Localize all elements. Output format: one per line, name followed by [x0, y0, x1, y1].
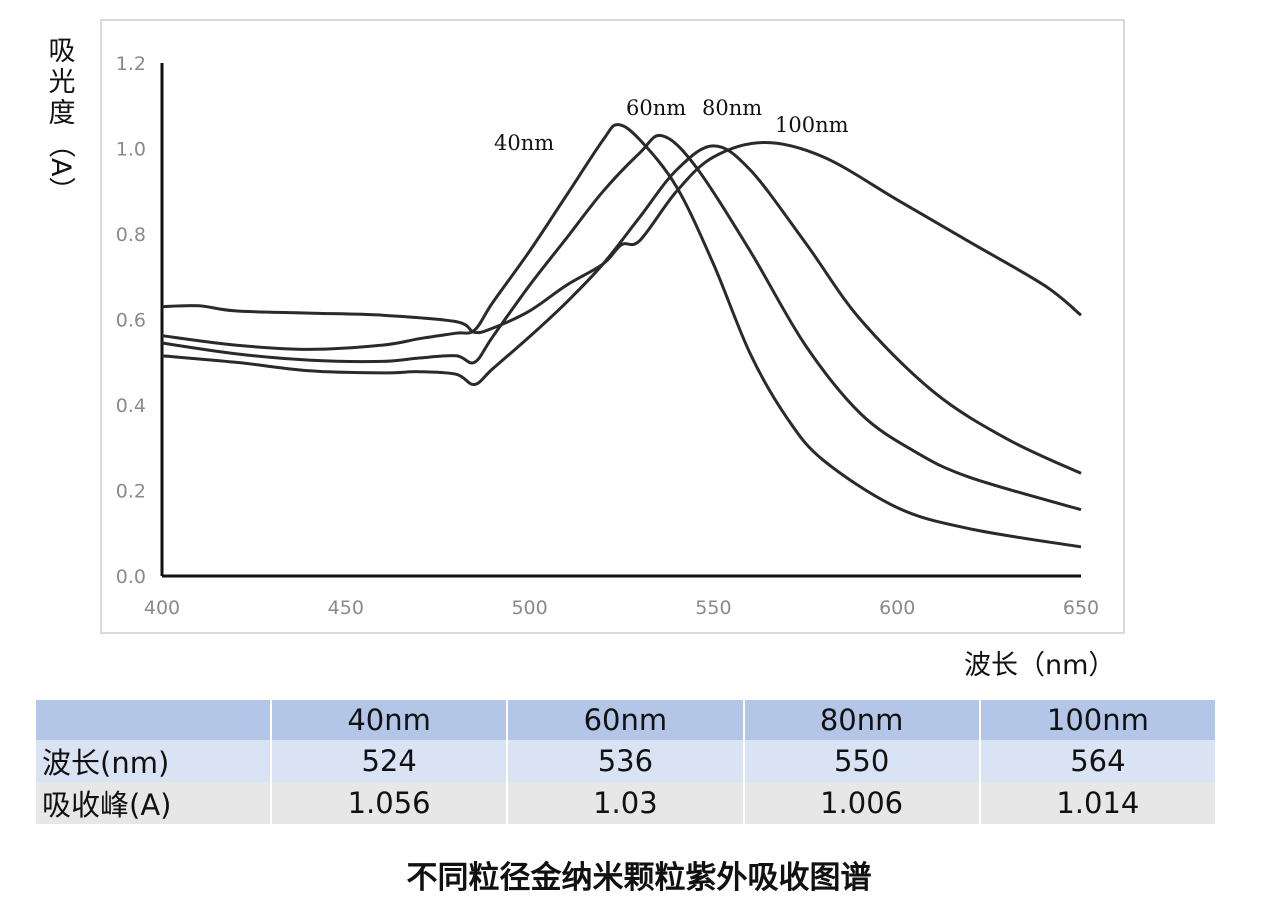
y-axis-title-char: 吸: [49, 36, 76, 67]
x-tick-label: 500: [511, 597, 547, 619]
series-line-100nm: [161, 141, 1082, 335]
x-tick-label: 600: [879, 597, 915, 619]
table-cell: 536: [508, 740, 743, 782]
y-axis-title-char: 光: [49, 67, 76, 98]
table-header-cell: 40nm: [272, 700, 507, 740]
table-cell: 1.014: [980, 782, 1215, 824]
table-cell: 1.03: [508, 782, 743, 824]
series-label-40nm: 40nm: [494, 131, 554, 155]
table-header-corner: [36, 700, 270, 740]
table-row-label: 吸收峰(A): [36, 782, 270, 824]
table-cell: 1.056: [272, 782, 507, 824]
y-axis-title-unit: （A）: [45, 131, 76, 203]
absorption-chart: 0.0 0.2 0.4 0.6 0.8 1.0 1.2 400 450 500 550 600 650…: [45, 19, 1125, 681]
series-line-60nm: [161, 133, 1082, 512]
table-cell: 524: [272, 740, 507, 782]
y-tick-label: 0.2: [116, 481, 146, 503]
series-label-80nm: 80nm: [702, 96, 762, 120]
y-tick-label: 0.8: [116, 224, 146, 246]
table-row-label: 波长(nm): [36, 740, 270, 782]
table-header-cell: 80nm: [744, 700, 979, 740]
y-tick-label: 1.0: [116, 139, 146, 161]
series-line-40nm: [161, 123, 1082, 549]
y-tick-label: 0.4: [116, 395, 146, 417]
series-label-60nm: 60nm: [626, 96, 686, 120]
y-tick-label: 0.6: [116, 310, 146, 332]
x-tick-label: 450: [328, 597, 364, 619]
table-row: 波长(nm) 524 536 550 564: [36, 740, 1215, 782]
table-header-row: 40nm 60nm 80nm 100nm: [36, 700, 1215, 740]
table-cell: 564: [980, 740, 1215, 782]
table-header-cell: 100nm: [980, 700, 1215, 740]
y-tick-label: 1.2: [116, 53, 146, 75]
peak-data-table: 40nm 60nm 80nm 100nm 波长(nm) 524 536 550 …: [34, 700, 1217, 824]
table-cell: 1.006: [744, 782, 979, 824]
y-tick-label: 0.0: [116, 566, 146, 588]
figure-caption: 不同粒径金纳米颗粒紫外吸收图谱: [406, 860, 872, 896]
series-label-100nm: 100nm: [775, 113, 849, 137]
table-cell: 550: [744, 740, 979, 782]
x-tick-label: 550: [695, 597, 731, 619]
table-header-cell: 60nm: [508, 700, 743, 740]
x-tick-label: 650: [1063, 597, 1099, 619]
table-row: 吸收峰(A) 1.056 1.03 1.006 1.014: [36, 782, 1215, 824]
chart-frame: [100, 19, 1125, 634]
x-axis-title: 波长（nm）: [964, 650, 1115, 681]
y-axis-title: 吸光度（A）: [45, 36, 76, 203]
x-tick-label: 400: [144, 597, 180, 619]
y-axis-title-char: 度: [49, 98, 76, 129]
